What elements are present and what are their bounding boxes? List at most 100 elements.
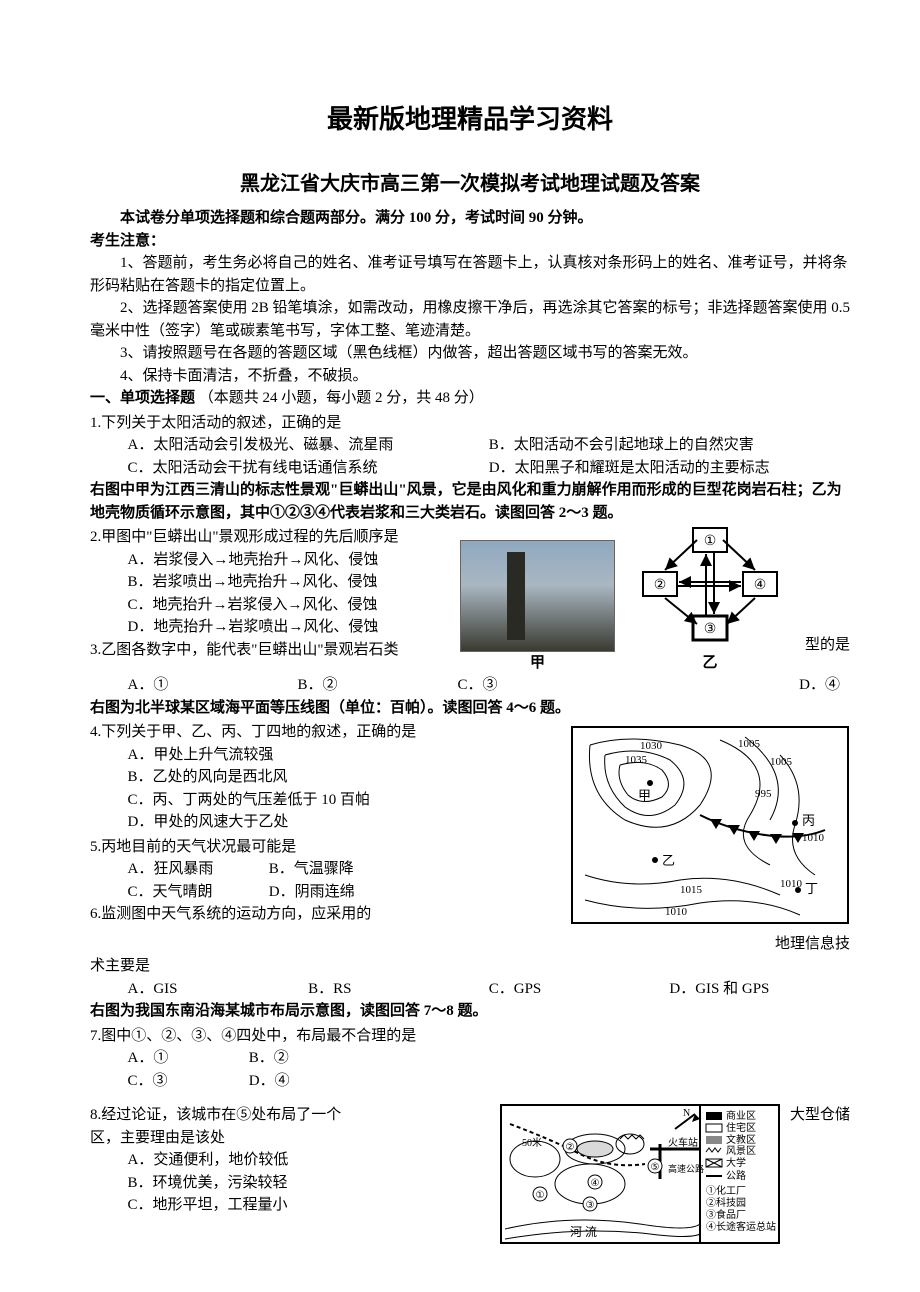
intro-line1: 本试卷分单项选择题和综合题两部分。满分 100 分，考试时间 90 分钟。	[90, 207, 850, 230]
svg-text:①: ①	[536, 1190, 545, 1201]
q1-options: A．太阳活动会引发极光、磁暴、流星雨 B．太阳活动不会引起地球上的自然灾害 C．…	[90, 434, 850, 479]
q6-a: A．GIS	[128, 978, 309, 1001]
svg-text:⑤: ⑤	[651, 1162, 660, 1173]
q1-c: C．太阳活动会干扰有线电话通信系统	[128, 457, 489, 480]
svg-text:②: ②	[566, 1142, 575, 1153]
q4-b: B．乙处的风向是西北风	[90, 766, 560, 789]
fig-label-jia: 甲	[460, 652, 615, 675]
svg-text:②科技园: ②科技园	[706, 1196, 746, 1209]
svg-text:大学: 大学	[726, 1156, 746, 1169]
q8-stem-a: 8.经过论证，该城市在⑤处布局了一个	[90, 1104, 490, 1127]
q5-stem: 5.丙地目前的天气状况最可能是	[90, 836, 560, 859]
q3-stem-b: 型的是	[805, 637, 850, 653]
city-figure-wrap: N 河 流 火车站 高速公路 50米 ① ② ③ ④ ⑤	[500, 1104, 780, 1252]
svg-text:1005: 1005	[738, 738, 761, 750]
svg-text:河 流: 河 流	[570, 1225, 597, 1239]
context-4-6: 右图为北半球某区域海平面等压线图（单位：百帕）。读图回答 4～6 题。	[90, 697, 850, 720]
svg-text:①: ①	[704, 534, 717, 549]
q4-6-block: 4.下列关于甲、乙、丙、丁四地的叙述，正确的是 A．甲处上升气流较强 B．乙处的…	[90, 719, 850, 955]
svg-text:N: N	[683, 1108, 690, 1119]
main-title: 最新版地理精品学习资料	[90, 100, 850, 139]
q8-stem-b: 大型仓储	[790, 1107, 850, 1123]
svg-text:50米: 50米	[522, 1136, 542, 1149]
section-1-desc: （本题共 24 小题，每小题 2 分，共 48 分）	[199, 390, 484, 406]
q5-c: C．天气晴朗	[128, 881, 269, 904]
svg-text:①化工厂: ①化工厂	[706, 1184, 746, 1197]
city-diagram: N 河 流 火车站 高速公路 50米 ① ② ③ ④ ⑤	[500, 1104, 780, 1244]
q2-a: A．岩浆侵入→地壳抬升→风化、侵蚀	[90, 549, 450, 572]
svg-text:1010: 1010	[665, 906, 688, 918]
context-2-3: 右图中甲为江西三清山的标志性景观"巨蟒出山"风景，它是由风化和重力崩解作用而形成…	[90, 479, 850, 524]
q8-b: B．环境优美，污染较轻	[90, 1172, 490, 1195]
q2-block: 2.甲图中"巨蟒出山"景观形成过程的先后顺序是 A．岩浆侵入→地壳抬升→风化、侵…	[90, 524, 850, 674]
q2-stem: 2.甲图中"巨蟒出山"景观形成过程的先后顺序是	[90, 526, 450, 549]
q3-stem-a: 3.乙图各数字中，能代表"巨蟒出山"景观岩石类	[90, 639, 450, 662]
q6-b: B．RS	[308, 978, 489, 1001]
section-1-header: 一、单项选择题 （本题共 24 小题，每小题 2 分，共 48 分）	[90, 387, 850, 410]
svg-text:甲: 甲	[638, 788, 651, 803]
q7-d: D．④	[249, 1070, 370, 1093]
q4-a: A．甲处上升气流较强	[90, 744, 560, 767]
intro-line2: 考生注意：	[90, 230, 850, 253]
svg-text:④: ④	[754, 578, 767, 593]
isobar-diagram: 1030 1035 甲 1005 1005 995 1010 乙 丙 丁 101…	[570, 725, 850, 925]
section-1-title: 一、单项选择题	[90, 390, 195, 406]
q5-b: B．气温骤降	[269, 858, 410, 881]
fig-label-yi: 乙	[635, 652, 785, 675]
svg-text:1015: 1015	[680, 884, 703, 896]
q4-d: D．甲处的风速大于乙处	[90, 811, 560, 834]
q3-c: C．③	[458, 674, 608, 697]
intro-note-2: 2、选择题答案使用 2B 铅笔填涂，如需改动，用橡皮擦干净后，再选涂其它答案的标…	[90, 297, 850, 342]
svg-text:1010: 1010	[780, 878, 803, 890]
q6-options: A．GIS B．RS C．GPS D．GIS 和 GPS	[90, 978, 850, 1001]
svg-text:丁: 丁	[805, 881, 818, 896]
q1-stem: 1.下列关于太阳活动的叙述，正确的是	[90, 412, 850, 435]
q7-stem: 7.图中①、②、③、④四处中，布局最不合理的是	[90, 1025, 850, 1048]
photo-jia	[460, 540, 615, 652]
q2-b: B．岩浆喷出→地壳抬升→风化、侵蚀	[90, 571, 450, 594]
svg-text:1030: 1030	[640, 740, 663, 752]
q3-d: D．④	[608, 674, 851, 697]
svg-text:高速公路: 高速公路	[668, 1163, 704, 1174]
svg-text:丙: 丙	[802, 813, 815, 828]
svg-text:乙: 乙	[662, 853, 675, 868]
svg-text:995: 995	[755, 788, 772, 800]
q7-c: C．③	[128, 1070, 249, 1093]
q2-c: C．地壳抬升→岩浆侵入→风化、侵蚀	[90, 594, 450, 617]
svg-text:④: ④	[591, 1178, 600, 1189]
q6-stem-b: 地理信息技	[775, 936, 850, 952]
q5-options: A．狂风暴雨 B．气温骤降 C．天气晴朗 D．阴雨连绵	[90, 858, 410, 903]
q8-block: 8.经过论证，该城市在⑤处布局了一个 区，主要理由是该处 A．交通便利，地价较低…	[90, 1104, 850, 1252]
svg-text:文教区: 文教区	[726, 1133, 756, 1146]
sub-title: 黑龙江省大庆市高三第一次模拟考试地理试题及答案	[90, 169, 850, 199]
q6-c: C．GPS	[489, 978, 670, 1001]
svg-text:住宅区: 住宅区	[726, 1121, 756, 1134]
svg-text:1005: 1005	[770, 756, 793, 768]
q8-a: A．交通便利，地价较低	[90, 1149, 490, 1172]
q7-options: A．① B．② C．③ D．④	[90, 1047, 370, 1092]
q8-stem-c: 区，主要理由是该处	[90, 1127, 490, 1150]
q8-c: C．地形平坦，工程量小	[90, 1194, 490, 1217]
q5-d: D．阴雨连绵	[269, 881, 410, 904]
q1-b: B．太阳活动不会引起地球上的自然灾害	[489, 434, 850, 457]
intro-note-4: 4、保持卡面清洁，不折叠，不破损。	[90, 365, 850, 388]
q2-d: D．地壳抬升→岩浆喷出→风化、侵蚀	[90, 616, 450, 639]
svg-text:④长途客运总站: ④长途客运总站	[706, 1220, 776, 1233]
svg-text:③食品厂: ③食品厂	[706, 1208, 746, 1221]
svg-text:②: ②	[654, 578, 667, 593]
q1-a: A．太阳活动会引发极光、磁暴、流星雨	[128, 434, 489, 457]
intro-note-3: 3、请按照题号在各题的答题区域（黑色线框）内做答，超出答题区域书写的答案无效。	[90, 342, 850, 365]
q6-stem-c: 术主要是	[90, 955, 850, 978]
svg-text:③: ③	[586, 1200, 595, 1211]
isobar-figure-wrap: 1030 1035 甲 1005 1005 995 1010 乙 丙 丁 101…	[570, 719, 850, 955]
q4-c: C．丙、丁两处的气压差低于 10 百帕	[90, 789, 560, 812]
svg-text:火车站: 火车站	[668, 1136, 698, 1149]
q6-stem-a: 6.监测图中天气系统的运动方向，应采用的	[90, 903, 560, 926]
svg-text:③: ③	[704, 622, 717, 637]
svg-text:商业区: 商业区	[726, 1109, 756, 1122]
cycle-diagram: ① ② ④ ③	[635, 524, 785, 644]
q4-stem: 4.下列关于甲、乙、丙、丁四地的叙述，正确的是	[90, 721, 560, 744]
svg-text:风景区: 风景区	[726, 1145, 756, 1157]
context-7-8: 右图为我国东南沿海某城市布局示意图，读图回答 7～8 题。	[90, 1000, 850, 1023]
intro-note-1: 1、答题前，考生务必将自己的姓名、准考证号填写在答题卡上，认真核对条形码上的姓名…	[90, 252, 850, 297]
